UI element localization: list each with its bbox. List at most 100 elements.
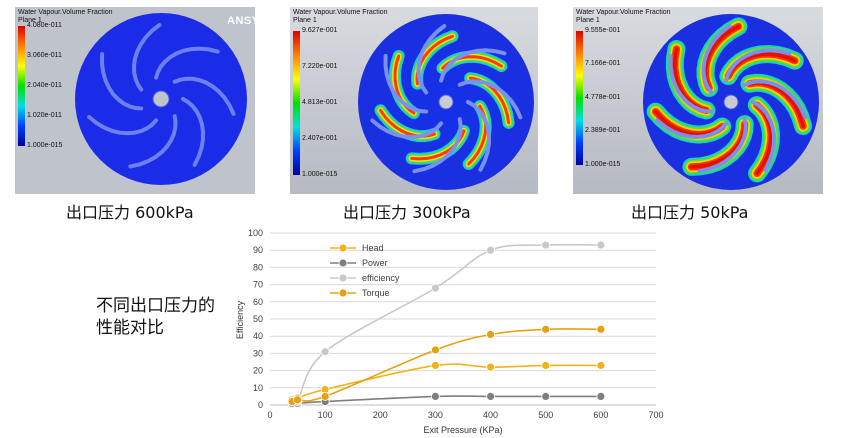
data-point-efficiency — [541, 240, 551, 250]
chart-grid — [270, 232, 656, 406]
colorbar-tick: 1.000e-015 — [585, 161, 621, 168]
legend-label-head: Head — [362, 243, 384, 253]
y-tick-label: 30 — [253, 348, 263, 358]
data-point-head — [541, 361, 551, 370]
colorbar-tick: 4.778e-001 — [585, 94, 621, 101]
contour-title: Water Vapour.Volume Fraction Plane 1 — [576, 9, 671, 24]
data-point-torque — [431, 345, 440, 355]
impeller-blade — [668, 53, 714, 114]
y-tick-label: 80 — [253, 262, 263, 272]
legend-label-power: Power — [362, 258, 388, 268]
impeller-blade — [181, 97, 206, 167]
x-axis-label: Exit Pressure (KPa) — [423, 425, 502, 435]
data-point-efficiency — [431, 283, 440, 293]
data-point-power — [596, 391, 606, 401]
x-tick-label: 200 — [373, 410, 388, 420]
data-point-power — [486, 391, 495, 401]
contour-title: Water Vapour.Volume Fraction Plane 1 — [18, 9, 113, 24]
y-tick-label: 100 — [248, 228, 263, 238]
impeller-blades — [370, 24, 523, 174]
contour-panel-600kpa: Water Vapour.Volume Fraction Plane 1 4.0… — [15, 7, 255, 194]
ansys-logo: ANSYS R1 — [227, 15, 255, 27]
impeller-contour-300kpa — [358, 14, 534, 190]
legend-marker-power — [338, 258, 348, 268]
impeller-contour-50kpa — [643, 14, 819, 190]
colorbar-tick: 1.000e-015 — [302, 171, 338, 178]
x-tick-label: 0 — [267, 410, 272, 420]
colorbar-tick: 7.220e-001 — [302, 63, 338, 70]
y-tick-label: 0 — [258, 400, 263, 410]
series-line-head — [291, 363, 601, 401]
impeller-blade — [742, 79, 808, 120]
series-line-efficiency — [291, 243, 601, 407]
colorbar-tick: 4.080e-011 — [27, 22, 62, 29]
y-tick-label: 60 — [253, 297, 263, 307]
impeller-blade — [466, 100, 492, 172]
y-tick-label: 10 — [253, 383, 263, 393]
data-point-efficiency — [320, 347, 330, 357]
colorbar-tick: 2.407e-001 — [302, 135, 338, 142]
legend-label-efficiency: efficiency — [362, 273, 400, 283]
note-line-2: 性能对比 — [96, 318, 164, 338]
data-point-torque — [486, 330, 495, 339]
colorbar-tick: 3.060e-011 — [27, 52, 62, 59]
caption-50kpa: 出口压力 50kPa — [631, 203, 749, 222]
colorbar-tick: 1.020e-011 — [27, 112, 62, 119]
impeller-blade — [655, 118, 729, 140]
impeller-blade — [128, 114, 178, 169]
colorbar-tick: 2.040e-011 — [27, 82, 62, 89]
y-tick-label: 20 — [253, 366, 263, 376]
x-tick-label: 600 — [593, 410, 608, 420]
data-point-efficiency — [486, 245, 495, 255]
impeller-blade — [457, 79, 523, 120]
x-tick-label: 500 — [538, 410, 553, 420]
impeller-blade — [701, 24, 732, 95]
impeller-blade — [412, 117, 463, 174]
colorbar — [576, 31, 583, 165]
colorbar — [18, 26, 25, 146]
contour-panel-300kpa: Water Vapour.Volume Fraction Plane 1 9.6… — [290, 7, 538, 194]
legend-marker-torque — [338, 288, 348, 298]
caption-600kpa: 出口压力 600kPa — [66, 203, 194, 222]
impeller-blade — [87, 115, 159, 136]
series-points — [287, 240, 606, 408]
colorbar-tick: 2.389e-001 — [585, 127, 621, 134]
colorbar-tick: 7.166e-001 — [585, 60, 621, 67]
colorbar-tick: 4.813e-001 — [302, 99, 338, 106]
series-lines — [291, 243, 601, 407]
impeller-blade — [131, 23, 162, 92]
impeller-blades — [655, 24, 808, 174]
x-tick-label: 700 — [648, 410, 663, 420]
impeller-blade — [724, 48, 792, 83]
colorbar-tick: 9.627e-001 — [302, 27, 338, 34]
contour-panel-50kpa: Water Vapour.Volume Fraction Plane 1 9.5… — [573, 7, 823, 194]
impeller-blade — [697, 117, 748, 174]
y-tick-label: 50 — [253, 314, 263, 324]
x-tick-label: 300 — [428, 410, 443, 420]
y-tick-label: 90 — [253, 245, 263, 255]
contour-title: Water Vapour.Volume Fraction Plane 1 — [293, 9, 388, 24]
colorbar — [293, 31, 300, 175]
legend-label-torque: Torque — [362, 288, 390, 298]
data-point-head — [596, 361, 606, 370]
data-point-torque — [293, 395, 302, 405]
x-tick-label: 400 — [483, 410, 498, 420]
data-point-head — [431, 361, 440, 370]
legend-marker-head — [338, 243, 348, 253]
caption-300kpa: 出口压力 300kPa — [343, 203, 471, 222]
x-tick-label: 100 — [318, 410, 333, 420]
chart-legend: Head Power efficiency Torque — [330, 243, 400, 298]
data-point-power — [431, 391, 440, 401]
impeller-blade — [416, 24, 447, 95]
y-axis-label: Efficiency — [235, 300, 245, 339]
impeller-blade — [370, 118, 444, 140]
y-tick-label: 70 — [253, 280, 263, 290]
x-tick-labels: 0 100 200 300 400 500 600 700 — [267, 410, 663, 420]
legend-marker-efficiency — [338, 273, 348, 283]
series-line-power — [292, 395, 601, 405]
data-point-head — [486, 362, 495, 372]
data-point-efficiency — [596, 240, 606, 250]
impeller-blade — [751, 100, 777, 172]
y-tick-labels: 0 10 20 30 40 50 60 70 80 90 100 — [248, 228, 263, 410]
